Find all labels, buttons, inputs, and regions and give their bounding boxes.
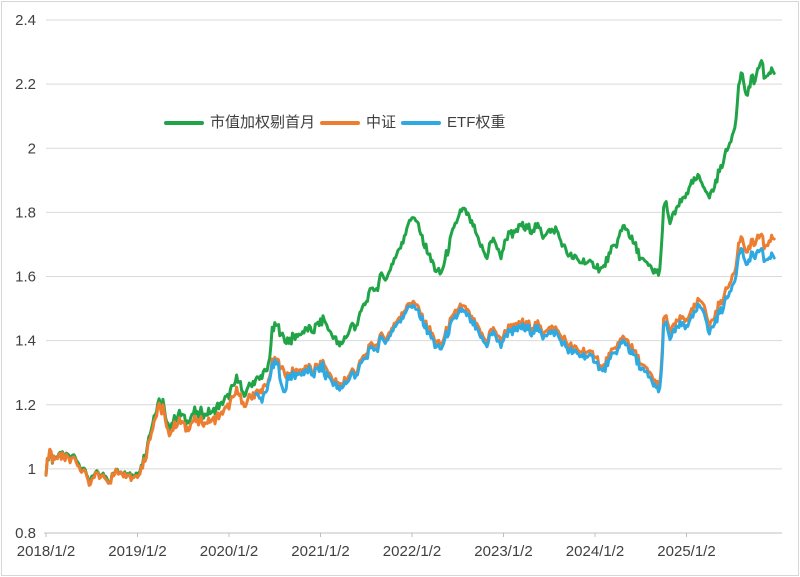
legend-item-etf-weight: ETF权重: [401, 113, 505, 133]
x-axis-tick-label: 2020/1/2: [200, 543, 258, 560]
y-axis-tick-label: 1: [28, 461, 36, 478]
x-axis-tick-label: 2022/1/2: [383, 543, 441, 560]
legend-label: ETF权重: [447, 114, 506, 131]
y-axis-tick-label: 0.8: [15, 525, 36, 542]
legend-swatch-green-line-icon: [164, 121, 204, 125]
y-axis-tick-label: 2.2: [15, 76, 36, 93]
series-etf-weight-line: [254, 247, 776, 404]
series-csi-line: [44, 232, 776, 487]
y-axis-tick-label: 2.4: [15, 12, 36, 29]
y-axis-tick-label: 1.2: [15, 397, 36, 414]
x-axis-tick-label: 2025/1/2: [657, 543, 715, 560]
y-axis-tick-label: 1.6: [15, 269, 36, 286]
x-axis-tick-label: 2021/1/2: [291, 543, 349, 560]
legend-label: 中证: [366, 114, 397, 131]
legend-swatch-orange-line-icon: [320, 121, 361, 125]
y-axis-tick-label: 1.4: [15, 333, 36, 350]
legend-swatch-blue-line-icon: [401, 121, 442, 125]
legend-item-csi: 中证: [320, 113, 396, 133]
x-axis-tick-label: 2018/1/2: [17, 543, 75, 560]
legend-item-mcap-ex-first-month: 市值加权剔首月: [164, 113, 315, 133]
y-axis-tick-label: 1.8: [15, 204, 36, 221]
legend-label: 市值加权剔首月: [210, 114, 316, 131]
x-axis-tick-label: 2024/1/2: [566, 543, 624, 560]
x-axis-tick-label: 2023/1/2: [474, 543, 532, 560]
x-axis-tick-label: 2019/1/2: [108, 543, 166, 560]
y-axis-tick-label: 2: [28, 140, 36, 157]
legend: 市值加权剔首月 中证 ETF权重: [164, 113, 510, 133]
